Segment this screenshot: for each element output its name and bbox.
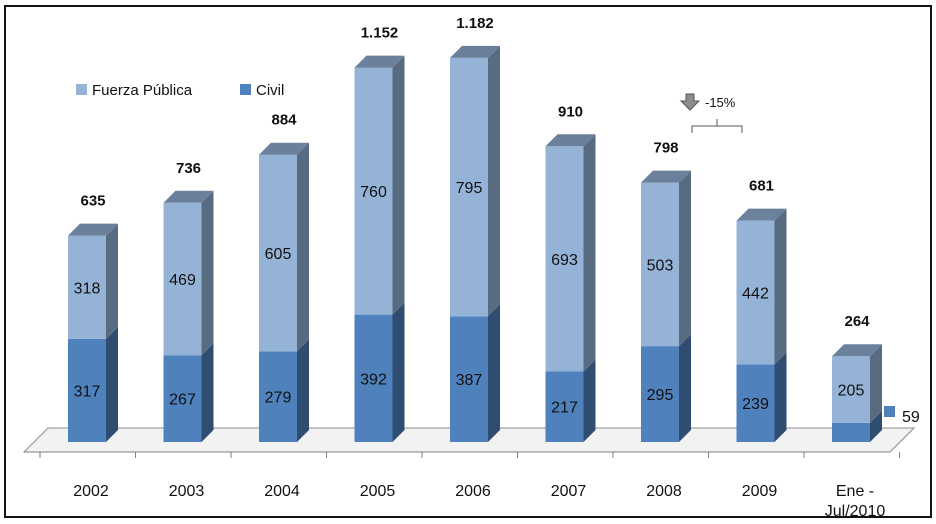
bar-side-fuerza-publica-2002 <box>106 223 118 339</box>
bar-fuerza-publica-2007 <box>545 146 584 372</box>
bar-top-2008 <box>641 170 691 183</box>
bar-civil-2007 <box>545 371 584 442</box>
value-label-fuerza-publica-2008: 503 <box>647 257 674 274</box>
bar-side-fuerza-publica-2007 <box>583 134 596 372</box>
legend-label-civil: Civil <box>256 82 284 99</box>
value-label-fuerza-publica-2004: 605 <box>265 246 292 263</box>
bar-top-2003 <box>163 190 214 203</box>
total-label-2002: 635 <box>80 193 105 210</box>
total-label-2005: 1.152 <box>361 25 399 42</box>
value-label-fuerza-publica-2007: 693 <box>551 252 578 269</box>
bar-side-fuerza-publica-2009 <box>774 208 787 365</box>
bar-civil-2005 <box>354 314 393 442</box>
bar-top-2005 <box>354 55 405 68</box>
bar-fuerza-publica-2005 <box>354 67 393 315</box>
total-label-2006: 1.182 <box>456 15 494 32</box>
bar-fuerza-publica-2003 <box>163 202 202 356</box>
bar-civil-2008 <box>641 346 679 442</box>
bar-top-2004 <box>259 142 309 155</box>
x-tick-label-2009: 2009 <box>742 483 778 500</box>
bar-side-civil-2005 <box>392 302 405 442</box>
bar-top-Ene - Jul/2010 <box>832 344 882 357</box>
value-label-civil-2005: 392 <box>360 371 387 388</box>
value-label-civil-2003: 267 <box>169 392 196 409</box>
x-tick-label-2003: 2003 <box>169 483 205 500</box>
legend-swatch-fuerza-publica <box>76 84 87 95</box>
bar-fuerza-publica-Ene - Jul/2010 <box>832 356 870 423</box>
x-tick-label-2007: 2007 <box>551 483 587 500</box>
x-tick-label-2008: 2008 <box>646 483 682 500</box>
x-tick-label-line1: Ene - <box>836 483 874 500</box>
bar-side-civil-2002 <box>106 326 118 442</box>
value-label-fuerza-publica-2006: 795 <box>456 180 483 197</box>
value-label-civil-2010: 59 <box>902 409 920 426</box>
bar-side-fuerza-publica-Ene - Jul/2010 <box>870 344 882 423</box>
total-label-2007: 910 <box>558 103 583 120</box>
total-label-2004: 884 <box>271 112 297 129</box>
bar-side-civil-2009 <box>774 352 787 442</box>
total-label-Ene - Jul/2010: 264 <box>844 313 870 330</box>
total-label-2003: 736 <box>176 160 201 177</box>
value-label-fuerza-publica-Ene - Jul/2010: 205 <box>838 383 865 400</box>
x-tick-label-line2: Jul/2010 <box>825 503 886 520</box>
value-label-civil-2008: 295 <box>647 387 674 404</box>
value-label-civil-2004: 279 <box>265 390 292 407</box>
bar-top-2007 <box>545 134 596 147</box>
legend-swatch-civil <box>240 84 251 95</box>
bar-side-civil-2007 <box>583 359 596 442</box>
value-label-fuerza-publica-2003: 469 <box>169 272 196 289</box>
value-label-fuerza-publica-2009: 442 <box>742 286 769 303</box>
bar-civil-Ene - Jul/2010 <box>832 422 870 442</box>
bar-side-civil-2004 <box>297 339 309 442</box>
bar-fuerza-publica-2006 <box>450 57 488 317</box>
bar-civil-2002 <box>68 338 106 442</box>
bar-fuerza-publica-2008 <box>641 182 679 347</box>
annotation-label: -15% <box>705 95 736 110</box>
bar-side-fuerza-publica-2008 <box>679 170 691 347</box>
value-label-civil-2007: 217 <box>551 400 578 417</box>
x-tick-label-2005: 2005 <box>360 483 396 500</box>
bar-fuerza-publica-2002 <box>68 235 106 339</box>
value-label-civil-2002: 317 <box>74 383 101 400</box>
bar-side-fuerza-publica-2005 <box>392 55 405 315</box>
bar-top-2006 <box>450 45 500 58</box>
bar-side-civil-2006 <box>488 304 500 442</box>
bar-side-civil-2003 <box>201 343 214 442</box>
bar-civil-2003 <box>163 355 202 442</box>
value-label-fuerza-publica-2002: 318 <box>74 280 101 297</box>
annotation-bracket <box>691 119 743 133</box>
down-arrow-icon <box>679 93 701 111</box>
civil-2010-marker <box>884 406 895 417</box>
x-tick-label-2002: 2002 <box>73 483 109 500</box>
bar-top-2009 <box>736 208 787 221</box>
bar-fuerza-publica-2009 <box>736 220 775 365</box>
x-tick-label-2006: 2006 <box>455 483 491 500</box>
value-label-fuerza-publica-2005: 760 <box>360 184 387 201</box>
bar-top-2002 <box>68 223 118 236</box>
value-label-civil-2006: 387 <box>456 372 483 389</box>
total-label-2008: 798 <box>653 140 678 157</box>
bar-side-fuerza-publica-2004 <box>297 142 309 352</box>
bar-side-civil-Ene - Jul/2010 <box>870 410 882 442</box>
bar-civil-2004 <box>259 351 297 442</box>
value-label-civil-2009: 239 <box>742 396 769 413</box>
bar-fuerza-publica-2004 <box>259 154 297 352</box>
bar-side-fuerza-publica-2003 <box>201 190 214 356</box>
total-label-2009: 681 <box>749 178 774 195</box>
x-tick-label-2004: 2004 <box>264 483 300 500</box>
bar-side-civil-2008 <box>679 334 691 442</box>
legend-label-fuerza-publica: Fuerza Pública <box>92 82 193 99</box>
bar-civil-2006 <box>450 316 488 442</box>
bar-civil-2009 <box>736 364 775 442</box>
bar-side-fuerza-publica-2006 <box>488 45 500 317</box>
